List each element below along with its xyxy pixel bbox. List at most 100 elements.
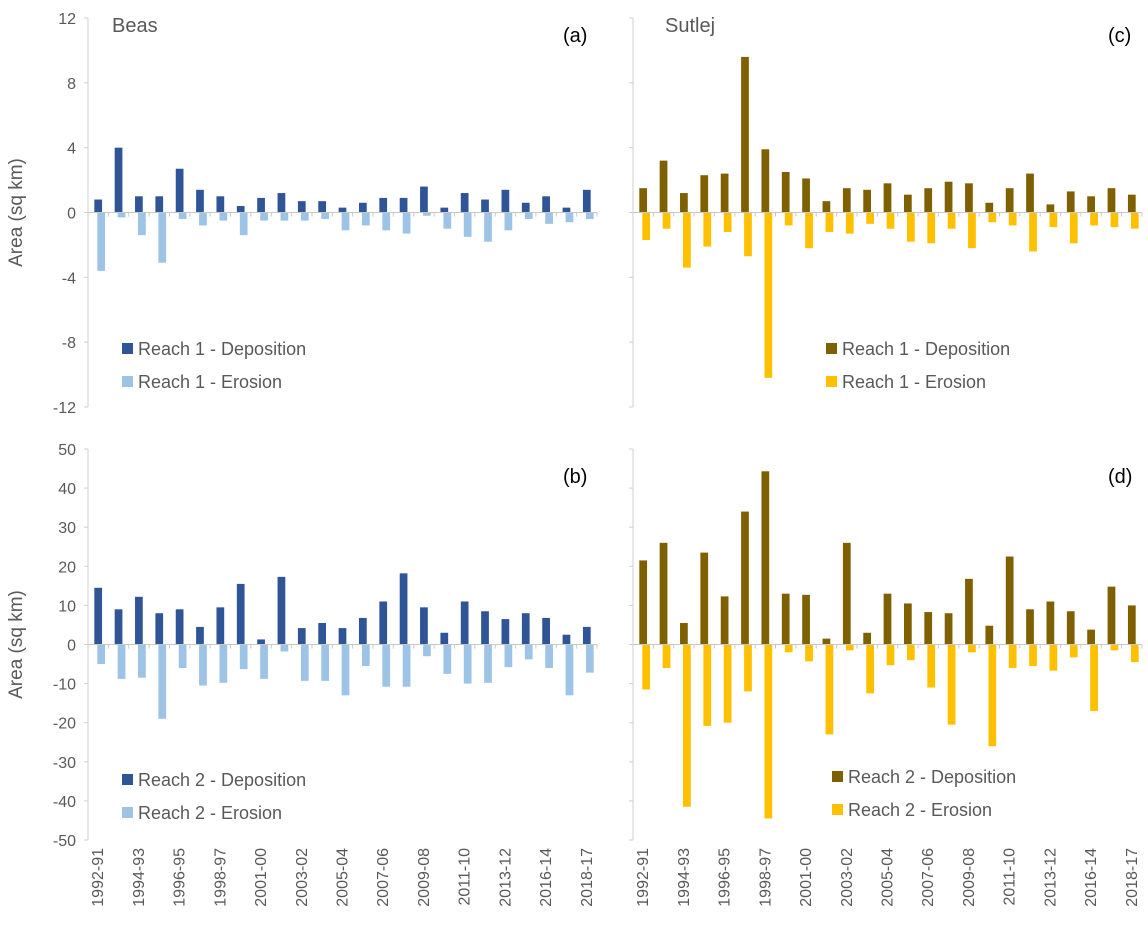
bar-deposition [944, 613, 953, 645]
x-tick-label: 2003-02 [294, 848, 311, 907]
bar-deposition [338, 628, 347, 645]
bar-erosion [825, 212, 834, 232]
legend-label-deposition: Reach 1 - Deposition [138, 339, 306, 359]
bar-erosion [97, 212, 106, 271]
bar-deposition [659, 542, 668, 645]
bar-deposition [542, 617, 550, 645]
bar-erosion [219, 644, 228, 683]
x-tick-label: 1994-93 [676, 848, 693, 907]
y-axis-title: Area (sq km) [6, 158, 27, 267]
bar-erosion [764, 644, 773, 819]
x-tick-label: 2009-08 [961, 848, 978, 907]
legend-swatch-deposition [122, 774, 133, 785]
bar-deposition [216, 607, 225, 645]
bar-erosion [1008, 644, 1017, 668]
y-tick-label: 40 [58, 481, 76, 498]
x-tick-label: 2001-00 [253, 848, 270, 907]
x-tick-label: 2007-06 [920, 848, 937, 907]
legend-label-erosion: Reach 2 - Erosion [848, 800, 992, 820]
bar-erosion [764, 212, 773, 378]
bar-deposition [175, 168, 184, 213]
bar-deposition [720, 173, 729, 213]
bar-erosion [280, 212, 289, 221]
bar-deposition [1127, 194, 1136, 213]
bar-deposition [257, 197, 265, 213]
bar-erosion [683, 212, 691, 268]
y-tick-label: 12 [58, 11, 76, 28]
bar-erosion [423, 212, 431, 216]
bar-deposition [216, 196, 225, 213]
bar-erosion [784, 644, 793, 653]
bar-deposition [236, 206, 245, 213]
bar-deposition [236, 583, 245, 645]
bar-erosion [117, 212, 126, 218]
bar-deposition [420, 607, 428, 645]
bar-erosion [947, 644, 956, 725]
bar-deposition [420, 186, 428, 213]
x-tick-label: 2013-12 [1042, 848, 1059, 907]
bar-erosion [382, 212, 391, 231]
bar-erosion [703, 644, 712, 726]
panel-c-sutlej-reach-1: Sutlej (c) Reach 1 - Deposition Reach 1 - E… [629, 15, 1143, 408]
panel-tag: (b) [563, 466, 587, 488]
bar-deposition [481, 199, 489, 213]
x-tick-label: 2011-10 [457, 848, 474, 906]
bar-deposition [94, 587, 103, 645]
bar-deposition [542, 196, 550, 213]
bar-erosion [723, 644, 732, 723]
bar-deposition [481, 611, 489, 645]
bar-erosion [504, 644, 513, 668]
bar-erosion [524, 212, 533, 219]
panel-b-beas-reach-2: 50 40 30 20 10 0 -10 -20 -30 -40 -50 Area (sq km) 19… [6, 442, 598, 907]
bar-erosion [280, 644, 289, 652]
bar-erosion [947, 212, 956, 229]
bar-erosion [906, 212, 915, 242]
bar-erosion [805, 644, 813, 662]
bar-erosion [1029, 212, 1037, 252]
bar-deposition [659, 160, 668, 213]
y-tick-label: -12 [53, 400, 76, 417]
x-tick-label: 2016-14 [1083, 848, 1100, 907]
bar-erosion [341, 212, 350, 231]
bar-deposition [1087, 629, 1095, 645]
bar-deposition [582, 189, 591, 213]
bar-erosion [784, 212, 793, 226]
x-tick-label: 2013-12 [497, 848, 514, 907]
bar-erosion [219, 212, 228, 221]
bar-erosion [927, 644, 936, 688]
x-tick-label: 2003-02 [839, 848, 856, 907]
bar-deposition [460, 193, 469, 213]
legend: Reach 2 - Deposition Reach 2 - Erosion [832, 767, 1016, 820]
y-tick-label: -50 [53, 833, 76, 850]
bar-erosion [968, 212, 976, 249]
bar-erosion [642, 212, 651, 241]
legend-swatch-erosion [122, 807, 133, 818]
bar-erosion [703, 212, 712, 247]
bar-deposition [440, 632, 449, 645]
bar-erosion [1029, 644, 1037, 667]
bar-deposition [318, 622, 327, 645]
bar-deposition [842, 542, 851, 645]
bar-erosion [642, 644, 651, 690]
bar-deposition [863, 632, 872, 645]
panel-tag: (a) [563, 25, 587, 47]
bar-deposition [883, 593, 892, 645]
bar-erosion [484, 644, 492, 683]
y-tick-label: 10 [58, 598, 76, 615]
legend-swatch-erosion [826, 376, 837, 387]
bar-deposition [501, 619, 510, 645]
y-tick-label: -40 [53, 794, 76, 811]
y-tick-label: 20 [58, 559, 76, 576]
bar-deposition [297, 201, 306, 213]
bar-deposition [338, 207, 347, 213]
bar-deposition [985, 202, 994, 213]
bar-erosion [158, 644, 167, 719]
bar-erosion [117, 644, 126, 679]
bar-erosion [1090, 644, 1098, 711]
bar-erosion [927, 212, 936, 244]
bar-erosion [463, 212, 472, 237]
bar-erosion [443, 644, 452, 674]
x-tick-label: 2016-14 [538, 848, 555, 907]
legend-label-deposition: Reach 2 - Deposition [138, 770, 306, 790]
bar-erosion [239, 212, 248, 236]
